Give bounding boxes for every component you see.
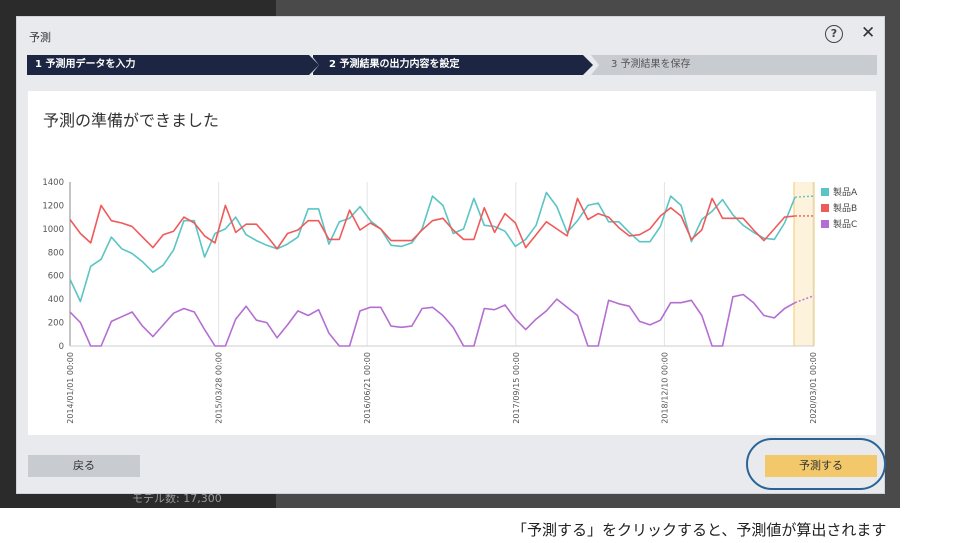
x-tick-label: 2014/01/01 00:00: [66, 352, 75, 424]
series-line-2: [69, 197, 796, 250]
x-tick-label: 2020/03/01 00:00: [809, 352, 818, 424]
step-output-settings: 2 予測結果の出力内容を設定: [311, 55, 593, 75]
close-icon[interactable]: ✕: [861, 23, 876, 43]
legend-swatch-2: [821, 204, 829, 212]
chart-panel: 予測の準備ができました 2014/01/01 00:00 2015/03/28 0…: [28, 91, 876, 435]
legend-swatch-1: [821, 188, 829, 196]
predict-button-highlight: [746, 438, 886, 490]
y-tick-label: 0: [59, 342, 64, 352]
y-tick-label: 600: [48, 272, 64, 282]
help-icon[interactable]: ?: [825, 25, 843, 43]
back-button[interactable]: 戻る: [28, 455, 140, 477]
predict-dialog: 予測 ? ✕ 1 予測用データを入力 2 予測結果の出力内容を設定 3 予測結果…: [16, 16, 885, 494]
forecast-band: [794, 182, 814, 346]
y-tick-label: 200: [48, 319, 64, 329]
predict-button[interactable]: 予測する: [765, 455, 877, 477]
y-tick-label: 1000: [42, 225, 64, 235]
panel-heading: 予測の準備ができました: [43, 111, 220, 130]
model-count-text: モデル数: 17,300: [132, 492, 222, 505]
series-line-1: [69, 191, 796, 303]
y-tick-label: 800: [48, 248, 64, 258]
step-input-data: 1 予測用データを入力: [27, 55, 319, 75]
x-tick-label: 2018/12/10 00:00: [660, 352, 669, 424]
y-tick-label: 1200: [42, 201, 64, 211]
wizard-steps: 1 予測用データを入力 2 予測結果の出力内容を設定 3 予測結果を保存: [27, 55, 877, 75]
y-tick-label: 1400: [42, 178, 64, 188]
legend-label-2: 製品B: [833, 202, 857, 214]
x-tick-label: 2015/03/28 00:00: [215, 352, 224, 424]
x-tick-label: 2017/09/15 00:00: [512, 352, 521, 424]
dialog-title: 予測: [29, 31, 51, 44]
legend-label-3: 製品C: [833, 218, 857, 230]
step-save-results: 3 予測結果を保存: [591, 55, 877, 75]
legend-swatch-3: [821, 220, 829, 228]
caption-text: 「予測する」をクリックすると、予測値が算出されます: [512, 521, 887, 539]
forecast-line-1: [794, 195, 815, 198]
forecast-line-chart: 2014/01/01 00:00 2015/03/28 00:00 2016/06/…: [42, 178, 858, 424]
y-tick-label: 400: [48, 295, 64, 305]
forecast-line-3: [794, 294, 815, 304]
x-tick-label: 2016/06/21 00:00: [363, 352, 372, 424]
legend-label-1: 製品A: [833, 186, 858, 198]
series-line-3: [69, 293, 796, 347]
